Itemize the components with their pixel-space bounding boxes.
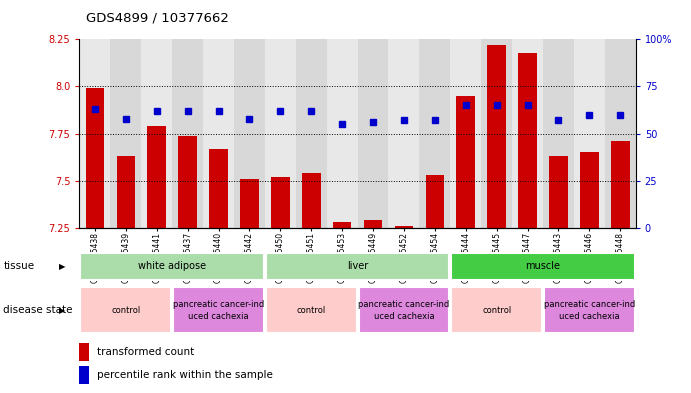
Bar: [79, 366, 89, 384]
Text: white adipose: white adipose: [138, 261, 206, 271]
Bar: [549, 156, 568, 228]
Bar: [79, 39, 111, 228]
Text: control: control: [482, 306, 511, 315]
Bar: [271, 177, 290, 228]
Bar: [265, 39, 296, 228]
Bar: [111, 39, 141, 228]
Bar: [333, 222, 352, 228]
Bar: [203, 39, 234, 228]
Text: muscle: muscle: [526, 261, 560, 271]
Bar: [426, 175, 444, 228]
Bar: [543, 39, 574, 228]
Bar: [234, 39, 265, 228]
Bar: [512, 39, 543, 228]
Bar: [86, 88, 104, 228]
Bar: [544, 288, 635, 333]
Bar: [457, 96, 475, 228]
Text: disease state: disease state: [3, 305, 73, 316]
Bar: [117, 156, 135, 228]
Bar: [79, 343, 89, 361]
Bar: [451, 288, 542, 333]
Bar: [141, 39, 172, 228]
Bar: [451, 253, 635, 279]
Text: pancreatic cancer-ind
uced cachexia: pancreatic cancer-ind uced cachexia: [173, 300, 264, 321]
Bar: [173, 288, 264, 333]
Bar: [209, 149, 228, 228]
Bar: [419, 39, 451, 228]
Text: ▶: ▶: [59, 262, 65, 271]
Bar: [302, 173, 321, 228]
Bar: [487, 45, 506, 228]
Text: percentile rank within the sample: percentile rank within the sample: [97, 370, 273, 380]
Text: control: control: [296, 306, 326, 315]
Bar: [296, 39, 327, 228]
Bar: [266, 288, 357, 333]
Bar: [518, 53, 537, 228]
Text: ▶: ▶: [59, 306, 65, 315]
Bar: [611, 141, 630, 228]
Text: control: control: [111, 306, 140, 315]
Bar: [357, 39, 388, 228]
Bar: [178, 136, 197, 228]
Bar: [605, 39, 636, 228]
Bar: [266, 253, 449, 279]
Bar: [580, 152, 598, 228]
Bar: [388, 39, 419, 228]
Bar: [574, 39, 605, 228]
Text: tissue: tissue: [3, 261, 35, 271]
Bar: [481, 39, 512, 228]
Bar: [395, 226, 413, 228]
Bar: [327, 39, 357, 228]
Bar: [80, 253, 264, 279]
Bar: [80, 288, 171, 333]
Text: pancreatic cancer-ind
uced cachexia: pancreatic cancer-ind uced cachexia: [359, 300, 450, 321]
Text: transformed count: transformed count: [97, 347, 194, 357]
Bar: [363, 220, 382, 228]
Bar: [359, 288, 449, 333]
Bar: [172, 39, 203, 228]
Bar: [147, 126, 166, 228]
Text: pancreatic cancer-ind
uced cachexia: pancreatic cancer-ind uced cachexia: [544, 300, 635, 321]
Bar: [240, 179, 258, 228]
Text: GDS4899 / 10377662: GDS4899 / 10377662: [86, 12, 229, 25]
Text: liver: liver: [347, 261, 368, 271]
Bar: [451, 39, 481, 228]
